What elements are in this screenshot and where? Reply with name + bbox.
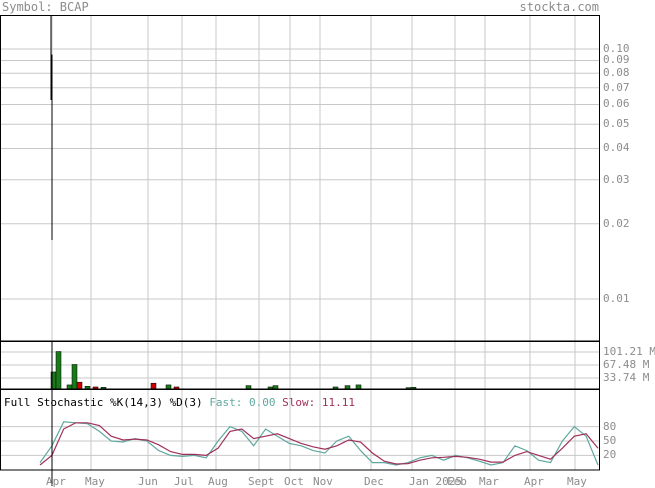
stochastic-panel-border bbox=[0, 389, 600, 471]
price-tick-label: 0.09 bbox=[603, 53, 630, 67]
x-tick-label: Jan 2025 bbox=[409, 475, 462, 488]
x-tick-label: Apr bbox=[46, 475, 66, 488]
volume-tick-label: 67.48 M bbox=[603, 358, 650, 371]
stochastic-tick-label: 50 bbox=[603, 434, 617, 447]
volume-bar bbox=[272, 385, 279, 390]
stochastic-title: Full Stochastic %K(14,3) %D(3) bbox=[4, 396, 203, 409]
price-tick-label: 0.10 bbox=[603, 42, 630, 55]
price-tick-label: 0.03 bbox=[603, 172, 630, 186]
x-tick-label: Dec bbox=[364, 475, 384, 488]
volume-bar bbox=[71, 364, 78, 390]
x-tick-label: Mar bbox=[479, 475, 499, 488]
volume-bar bbox=[55, 351, 62, 390]
x-tick-label: Sept bbox=[248, 475, 275, 488]
site-link[interactable]: stockta.com bbox=[519, 0, 599, 14]
volume-bar bbox=[76, 381, 83, 390]
price-tick-label: 0.05 bbox=[603, 117, 630, 131]
stochastic-tick-label: 20 bbox=[603, 448, 617, 462]
volume-tick-label: 101.21 M bbox=[603, 345, 655, 358]
price-tick-label: 0.01 bbox=[603, 292, 630, 305]
stochastic-tick-label: 80 bbox=[603, 419, 617, 433]
volume-bar bbox=[66, 384, 73, 390]
volume-bar bbox=[150, 382, 157, 390]
volume-tick-label: 33.74 M bbox=[603, 371, 650, 384]
volume-bar bbox=[165, 384, 172, 390]
price-tick-label: 0.06 bbox=[603, 97, 630, 111]
price-panel-border bbox=[0, 15, 600, 342]
x-tick-label: May bbox=[85, 475, 105, 488]
stochastic-slow-line bbox=[39, 422, 599, 466]
x-tick-label: Oct bbox=[284, 475, 304, 488]
stochastic-legend: Full Stochastic %K(14,3) %D(3) Fast: 0.0… bbox=[4, 396, 355, 409]
stochastic-slow-label: Slow: 11.11 bbox=[282, 396, 356, 409]
stochastic-fast-line bbox=[39, 421, 599, 466]
volume-bar bbox=[245, 385, 252, 390]
x-tick-label: Jul bbox=[174, 475, 194, 488]
x-tick-label: Nov bbox=[313, 475, 333, 488]
volume-bar bbox=[355, 384, 362, 390]
x-tick-label: Jun bbox=[138, 475, 158, 488]
volume-bar bbox=[344, 385, 351, 390]
stochastic-fast-label: Fast: 0.00 bbox=[209, 396, 276, 409]
x-tick-label: Apr bbox=[524, 475, 544, 488]
x-tick-label: Feb bbox=[447, 475, 467, 488]
symbol-label: Symbol: BCAP bbox=[2, 0, 89, 14]
price-tick-label: 0.04 bbox=[603, 141, 630, 155]
price-tick-label: 0.07 bbox=[603, 80, 630, 94]
x-tick-label: Aug bbox=[208, 475, 228, 488]
x-tick-label: May bbox=[567, 475, 587, 488]
price-tick-label: 0.08 bbox=[603, 66, 630, 80]
price-tick-label: 0.02 bbox=[603, 216, 630, 230]
